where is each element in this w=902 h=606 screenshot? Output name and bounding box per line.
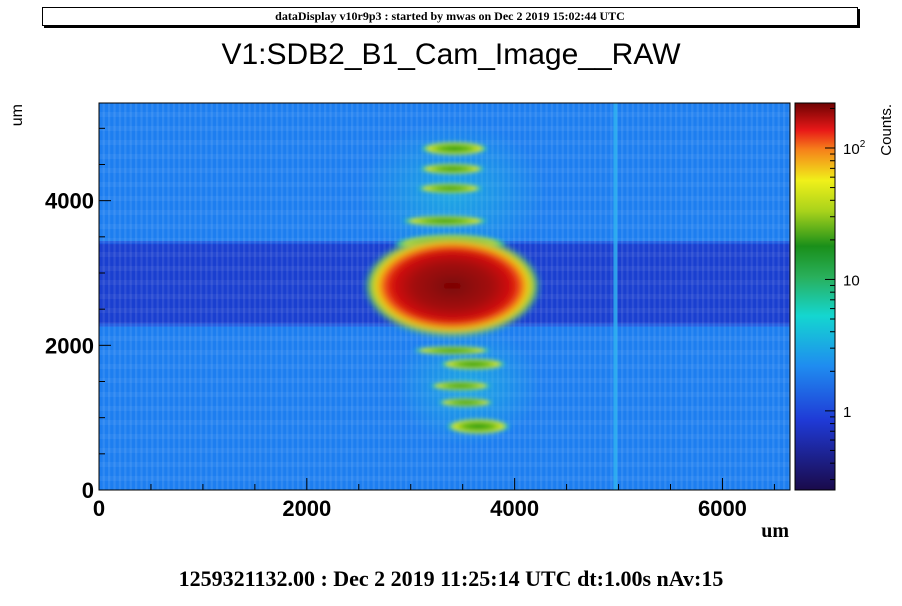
side-spot: [446, 418, 511, 435]
side-spot: [412, 346, 492, 355]
x-axis: 0 2000 4000 6000: [93, 478, 775, 521]
halo: [358, 121, 546, 266]
heatmap-area: [99, 103, 790, 490]
colorbar-tick-label: 102: [843, 139, 866, 158]
header-banner: dataDisplay v10r9p3 : started by mwas on…: [42, 7, 858, 26]
main-spot: [364, 235, 540, 337]
y-tick-label: 2000: [45, 333, 94, 358]
side-spot: [420, 141, 489, 156]
y-axis-title: um: [9, 104, 26, 126]
x-tick-label: 0: [93, 496, 105, 521]
vertical-line: [613, 103, 618, 490]
side-spot: [419, 163, 486, 175]
colorbar: [794, 102, 836, 491]
chart-title: V1:SDB2_B1_Cam_Image__RAW: [221, 38, 681, 71]
colorbar-tick-label: 10: [843, 272, 860, 289]
colorbar-ticks: 1 10 102: [825, 107, 866, 481]
x-tick-label: 4000: [490, 496, 539, 521]
side-spot: [437, 398, 494, 407]
y-tick-label: 4000: [45, 189, 94, 214]
footer-timestamp: 1259321132.00 : Dec 2 2019 11:25:14 UTC …: [178, 566, 724, 591]
x-axis-title: um: [761, 520, 789, 542]
y-axis: 0 2000 4000: [45, 127, 111, 503]
colorbar-tick-label: 1: [843, 404, 851, 421]
side-spot: [429, 381, 492, 391]
side-spot: [401, 215, 489, 227]
side-spot: [439, 358, 507, 370]
y-tick-label: 0: [82, 478, 94, 503]
x-tick-label: 6000: [698, 496, 747, 521]
x-tick-label: 2000: [282, 496, 331, 521]
side-spot: [416, 183, 484, 194]
colorbar-title: Counts.: [878, 104, 895, 156]
